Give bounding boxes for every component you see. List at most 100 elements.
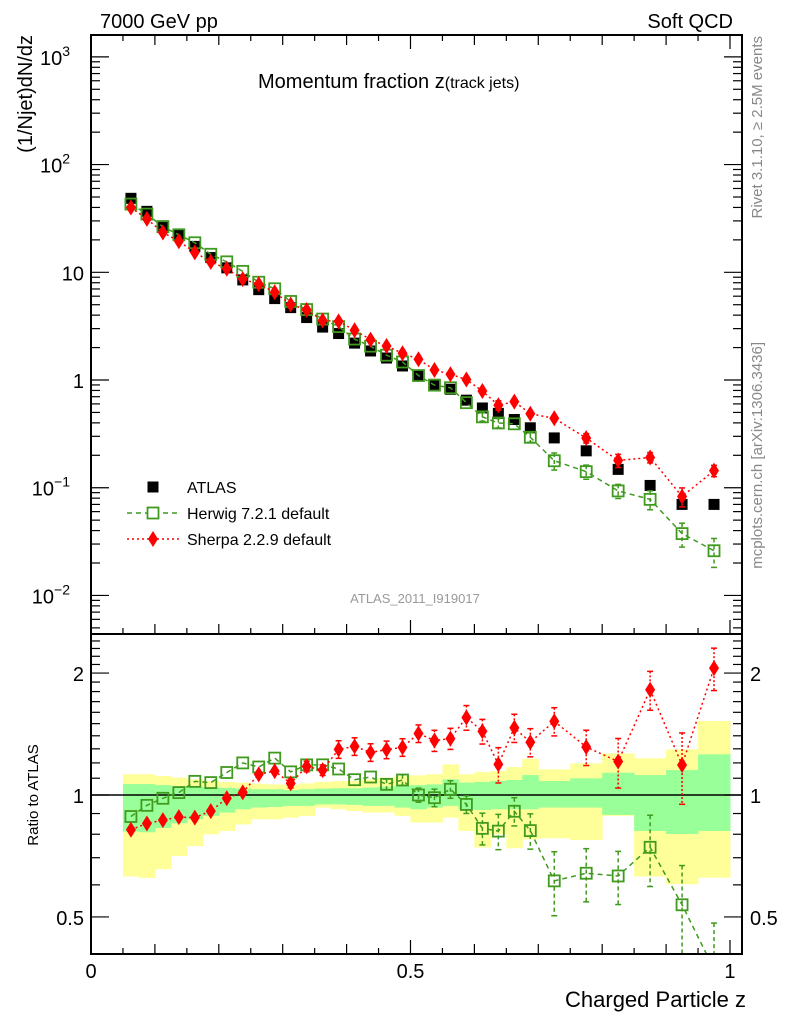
atlas-data-point: [349, 337, 361, 349]
sherpa-point: [445, 366, 456, 383]
sherpa-line: [130, 206, 715, 498]
sherpa-point: [333, 741, 344, 758]
atlas-data-point: [524, 422, 536, 434]
sherpa-point: [493, 397, 504, 414]
stat-band-bin: [378, 786, 396, 806]
y-tick-base: 10: [40, 48, 62, 70]
y-tick-exponent: 2: [62, 151, 70, 167]
atlas-data-point: [612, 463, 624, 475]
y-tick-base: 10: [32, 586, 54, 608]
ratio-tick-label-right: 2: [750, 664, 761, 686]
herwig-point: [364, 770, 377, 784]
sherpa-point: [581, 430, 592, 447]
herwig-point: [675, 898, 689, 912]
sherpa-point: [445, 730, 456, 747]
sherpa-point: [677, 757, 688, 774]
sherpa-point: [237, 271, 248, 288]
sherpa-point: [221, 790, 232, 807]
stat-band-bin: [394, 786, 411, 808]
ratio-frame: [90, 633, 743, 955]
plot-title-sub: (track jets): [445, 75, 520, 92]
sherpa-point: [173, 233, 184, 250]
sherpa-point: [549, 713, 560, 730]
sherpa-point: [333, 313, 344, 330]
atlas-data-point: [508, 413, 520, 425]
sherpa-point: [645, 681, 656, 698]
sherpa-point: [253, 766, 264, 783]
herwig-point: [236, 756, 250, 770]
legend-herwig-marker: [146, 506, 160, 520]
sherpa-point: [317, 312, 328, 329]
sherpa-point: [709, 462, 720, 479]
herwig-line: [130, 757, 708, 954]
sherpa-point: [429, 732, 440, 749]
stat-band-bin: [474, 781, 491, 811]
herwig-point: [268, 751, 282, 765]
sherpa-point: [381, 741, 392, 758]
sherpa-point: [125, 821, 136, 838]
sherpa-point: [381, 337, 392, 354]
sherpa-point: [413, 351, 424, 368]
sherpa-point: [285, 775, 296, 792]
rivet-info: Rivet 3.1.10, ≥ 2.5M events: [749, 36, 766, 219]
mcplots-info: mcplots.cern.ch [arXiv:1306.3436]: [749, 342, 766, 569]
stat-band-bin: [426, 784, 443, 808]
legend-label: ATLAS: [187, 480, 237, 497]
stat-band-bin: [138, 784, 156, 833]
y-tick-base: 10: [40, 156, 62, 178]
herwig-point: [428, 791, 441, 805]
herwig-point: [491, 416, 505, 430]
sherpa-point: [301, 301, 312, 318]
herwig-point: [188, 774, 202, 788]
herwig-point: [709, 964, 720, 975]
herwig-point: [428, 378, 441, 392]
atlas-data-point: [492, 407, 504, 419]
y-tick-label: 10−1: [32, 474, 70, 501]
herwig-point: [523, 824, 537, 838]
sherpa-point: [301, 758, 312, 775]
herwig-point: [220, 766, 234, 779]
atlas-data-point: [460, 394, 472, 406]
stat-band-bin: [346, 788, 364, 805]
sherpa-point: [509, 719, 520, 736]
ratio-tick-label-left: 2: [73, 664, 84, 686]
herwig-point: [332, 762, 346, 776]
sherpa-point: [205, 803, 216, 820]
sherpa-point: [397, 345, 408, 362]
stat-band-bin: [570, 778, 603, 808]
herwig-point: [460, 396, 473, 410]
sherpa-point: [173, 809, 184, 826]
legend-label: Herwig 7.2.1 default: [187, 506, 330, 523]
atlas-data-point: [397, 360, 409, 372]
sherpa-point: [221, 260, 232, 277]
sherpa-point: [253, 276, 264, 293]
herwig-point: [475, 821, 489, 835]
ratio-tick-label-left: 0.5: [56, 908, 84, 930]
atlas-data-point: [644, 479, 656, 491]
herwig-point: [611, 869, 625, 883]
herwig-point: [380, 777, 393, 791]
legend: ATLAS Herwig 7.2.1 default Sherpa 2.2.9 de…: [127, 480, 332, 549]
y-tick-base: 1: [73, 371, 84, 393]
y-tick-label: 103: [40, 43, 70, 70]
herwig-point: [396, 773, 409, 787]
x-axis-label: Charged Particle z: [565, 987, 746, 1012]
sherpa-point: [413, 725, 424, 742]
y-tick-label: 10: [62, 263, 84, 285]
sherpa-point: [285, 296, 296, 313]
sherpa-point: [125, 199, 136, 216]
herwig-point: [172, 786, 186, 800]
sherpa-point: [709, 660, 720, 677]
atlas-data-point: [381, 352, 393, 364]
stat-band-bin: [314, 788, 332, 805]
herwig-point: [611, 484, 625, 498]
herwig-point: [547, 874, 561, 888]
sherpa-point: [549, 410, 560, 427]
header-right: Soft QCD: [647, 11, 733, 33]
sherpa-point: [613, 753, 624, 770]
stat-band-bin: [122, 784, 140, 832]
y-tick-label: 102: [40, 151, 70, 178]
herwig-point: [643, 492, 657, 506]
